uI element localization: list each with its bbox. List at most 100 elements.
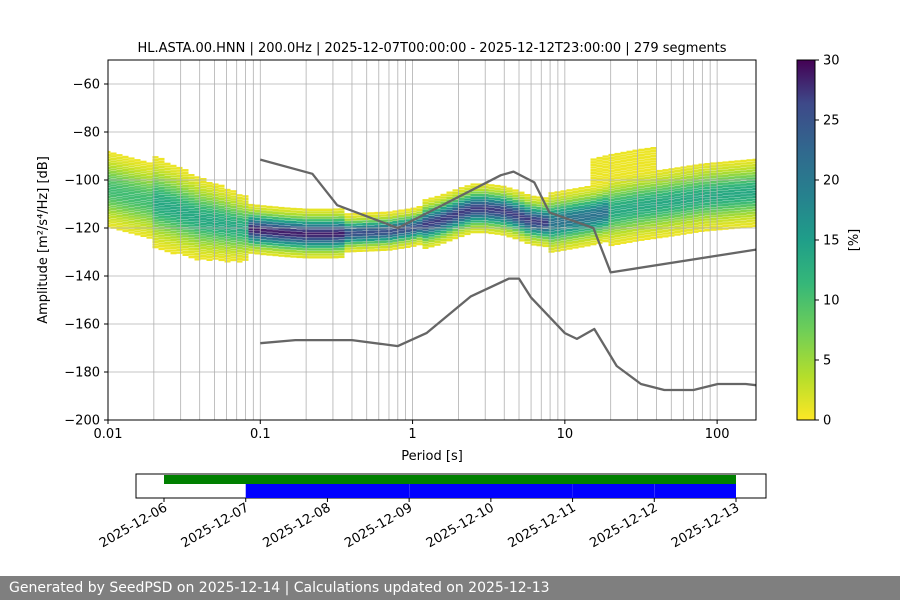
heatmap-cell bbox=[200, 188, 207, 191]
heatmap-cell bbox=[536, 233, 543, 236]
heatmap-cell bbox=[194, 221, 201, 224]
heatmap-cell bbox=[140, 221, 147, 224]
heatmap-cell bbox=[410, 207, 417, 210]
heatmap-cell bbox=[128, 207, 135, 210]
heatmap-cell bbox=[368, 214, 375, 218]
heatmap-cell bbox=[698, 224, 705, 227]
heatmap-cell bbox=[542, 207, 549, 211]
heatmap-cell bbox=[560, 190, 567, 193]
heatmap-cell bbox=[194, 186, 201, 190]
heatmap-cell bbox=[608, 214, 615, 218]
heatmap-cell bbox=[584, 238, 591, 242]
timeline-axis: 2025-12-06 2025-12-07 2025-12-08 2025-12-09… bbox=[97, 498, 742, 551]
heatmap-cell bbox=[686, 215, 693, 218]
heatmap-cell bbox=[632, 165, 639, 168]
heatmap-cell bbox=[608, 241, 615, 244]
heatmap-cell bbox=[644, 150, 651, 153]
heatmap-cell bbox=[392, 215, 399, 219]
heatmap-cell bbox=[638, 201, 645, 204]
heatmap-cell bbox=[662, 174, 669, 177]
heatmap-cell bbox=[140, 197, 147, 200]
heatmap-cell bbox=[734, 226, 741, 229]
heatmap-cell bbox=[620, 220, 627, 223]
heatmap-cell bbox=[404, 232, 411, 235]
heatmap-cell bbox=[87, 218, 93, 220]
heatmap-cell bbox=[194, 213, 201, 216]
heatmap-cell bbox=[746, 167, 753, 170]
heatmap-cell bbox=[224, 225, 231, 229]
heatmap-cell bbox=[692, 193, 699, 196]
heatmap-cell bbox=[692, 230, 699, 233]
heatmap-cell bbox=[740, 186, 747, 189]
heatmap-cell bbox=[230, 198, 237, 201]
heatmap-cell bbox=[638, 177, 645, 181]
heatmap-cell bbox=[608, 206, 615, 210]
heatmap-cell bbox=[236, 223, 243, 226]
heatmap-cell bbox=[93, 158, 99, 160]
heatmap-cell bbox=[632, 186, 639, 189]
heatmap-cell bbox=[560, 235, 567, 238]
heatmap-cell bbox=[146, 183, 153, 186]
heatmap-cell bbox=[644, 176, 651, 180]
heatmap-cell bbox=[146, 191, 153, 194]
heatmap-cell bbox=[470, 207, 477, 210]
heatmap-cell bbox=[416, 232, 423, 235]
heatmap-cell bbox=[146, 209, 153, 213]
heatmap-cell bbox=[644, 200, 651, 204]
heatmap-cell bbox=[704, 226, 711, 229]
heatmap-cell bbox=[218, 253, 225, 256]
heatmap-cell bbox=[692, 212, 699, 215]
heatmap-cell bbox=[164, 194, 171, 197]
heatmap-cell bbox=[134, 198, 141, 202]
heatmap-cell bbox=[524, 225, 531, 228]
heatmap-cell bbox=[584, 230, 591, 234]
heatmap-cell bbox=[590, 182, 597, 185]
heatmap-cell bbox=[290, 231, 297, 234]
heatmap-cell bbox=[356, 241, 363, 245]
heatmap-cell bbox=[722, 216, 729, 220]
heatmap-cell bbox=[170, 217, 177, 220]
heatmap-cell bbox=[500, 198, 507, 202]
heatmap-cell bbox=[206, 221, 213, 224]
heatmap-cell bbox=[440, 238, 447, 242]
heatmap-cell bbox=[194, 189, 201, 192]
heatmap-cell bbox=[152, 195, 159, 199]
heatmap-cell bbox=[152, 240, 159, 243]
heatmap-cell bbox=[434, 235, 441, 238]
heatmap-cell bbox=[662, 216, 669, 219]
heatmap-cell bbox=[650, 186, 657, 189]
heatmap-cell bbox=[350, 247, 357, 250]
heatmap-cell bbox=[182, 232, 189, 235]
heatmap-cell bbox=[116, 217, 123, 220]
heatmap-cell bbox=[290, 228, 297, 232]
heatmap-cell bbox=[200, 233, 207, 236]
heatmap-cell bbox=[122, 166, 129, 169]
heatmap-cell bbox=[608, 219, 615, 223]
heatmap-cell bbox=[81, 215, 87, 217]
heatmap-cell bbox=[626, 214, 633, 217]
heatmap-cell bbox=[218, 187, 225, 190]
heatmap-cell bbox=[108, 203, 111, 207]
heatmap-cell bbox=[338, 213, 345, 216]
heatmap-cell bbox=[608, 164, 615, 167]
heatmap-cell bbox=[698, 229, 705, 232]
heatmap-cell bbox=[422, 209, 429, 212]
heatmap-cell bbox=[182, 240, 189, 243]
heatmap-cell bbox=[638, 161, 645, 165]
heatmap-cell bbox=[152, 208, 159, 212]
colorbar-tick-label: 25 bbox=[823, 114, 840, 129]
heatmap-cell bbox=[704, 199, 711, 203]
heatmap-cell bbox=[212, 204, 219, 207]
heatmap-cell bbox=[446, 202, 453, 205]
heatmap-cell bbox=[644, 155, 651, 159]
heatmap-cell bbox=[464, 185, 471, 188]
heatmap-cell bbox=[108, 158, 111, 162]
heatmap-cell bbox=[656, 183, 663, 186]
heatmap-cell bbox=[740, 167, 747, 171]
heatmap-cell bbox=[152, 206, 159, 209]
heatmap-cell bbox=[494, 198, 501, 201]
heatmap-cell bbox=[566, 244, 573, 248]
heatmap-cell bbox=[626, 195, 633, 198]
heatmap-cell bbox=[422, 207, 429, 210]
heatmap-cell bbox=[602, 202, 609, 206]
